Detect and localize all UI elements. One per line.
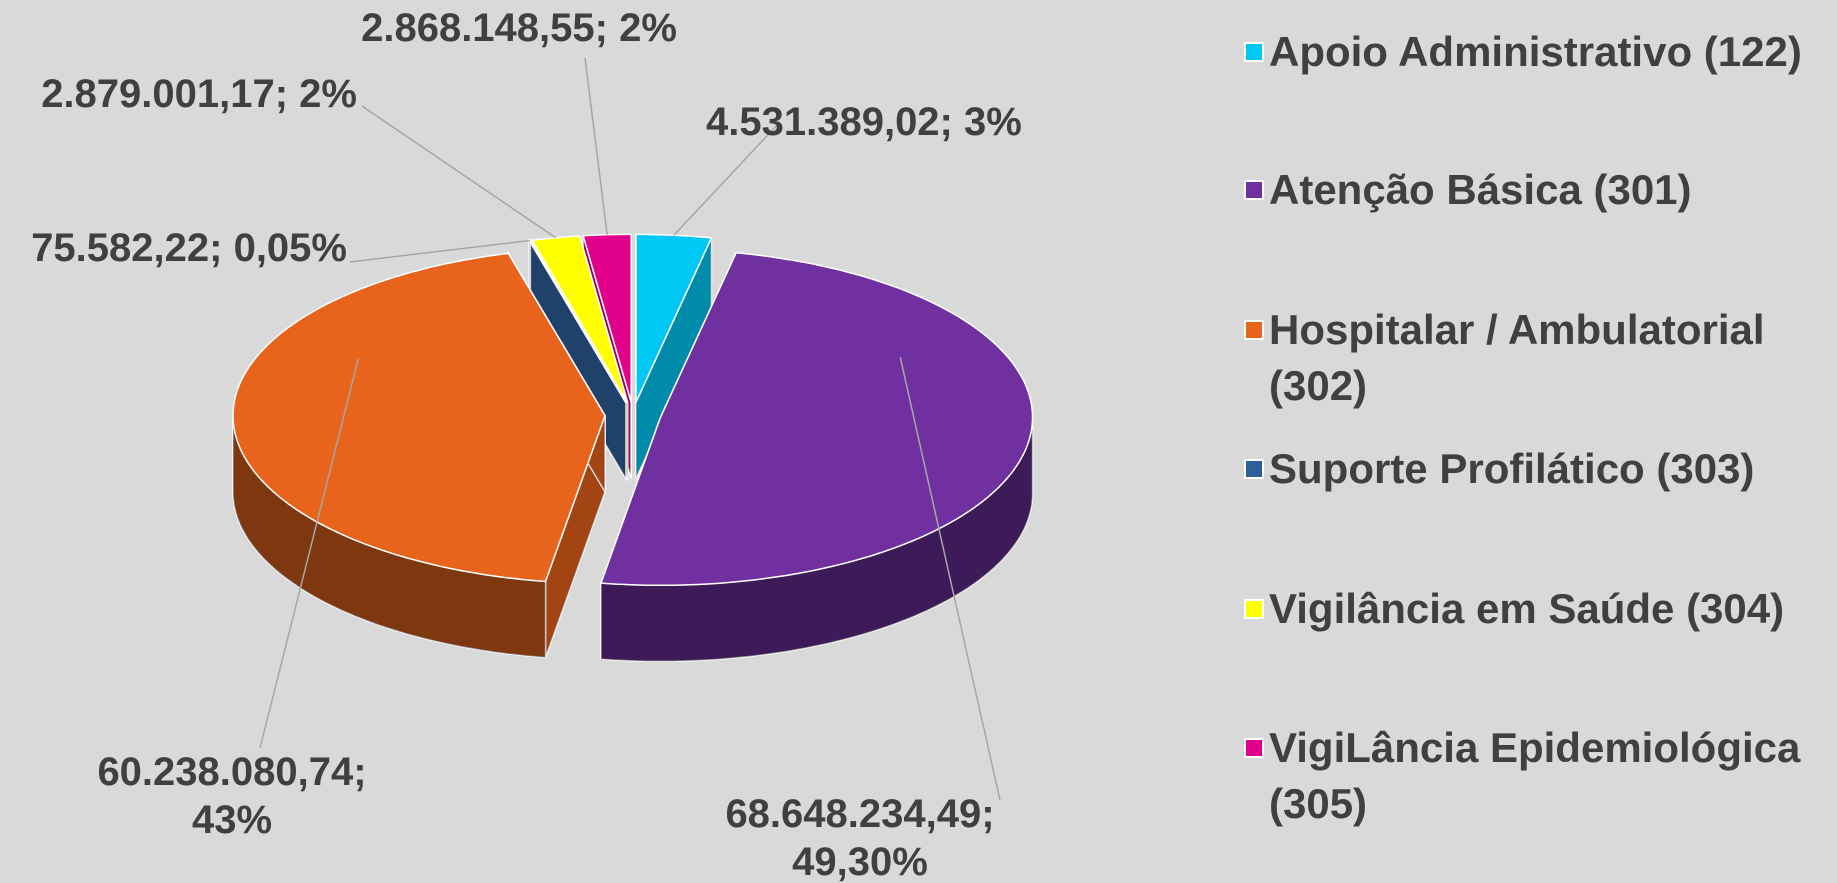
legend-swatch <box>1244 599 1264 619</box>
legend-item: Suporte Profilático (303) <box>1244 441 1834 497</box>
legend-label: VigiLância Epidemiológica (305) <box>1269 724 1801 827</box>
leader-line <box>673 121 781 236</box>
data-label: 2.868.148,55; 2% <box>361 6 677 50</box>
slice-top <box>527 239 627 404</box>
slice-cut-shade <box>635 237 712 479</box>
legend-swatch <box>1244 738 1264 758</box>
slice <box>232 250 606 659</box>
legend-label: Atenção Básica (301) <box>1269 166 1692 213</box>
legend-label: Suporte Profilático (303) <box>1269 445 1755 492</box>
data-label: 75.582,22; 0,05% <box>31 226 347 270</box>
leader-line <box>361 105 557 239</box>
slice-side-shade <box>233 415 546 658</box>
leader-line <box>899 357 1001 801</box>
legend-label: Apoio Administrativo (122) <box>1269 28 1802 75</box>
legend-swatch <box>1244 42 1264 62</box>
legend-swatch <box>1244 459 1264 479</box>
legend-item: VigiLância Epidemiológica (305) <box>1244 720 1834 832</box>
legend-item: Vigilância em Saúde (304) <box>1244 581 1834 637</box>
legend-label: Hospitalar / Ambulatorial (302) <box>1269 306 1765 409</box>
data-label: 2.879.001,17; 2% <box>41 72 357 116</box>
slice-cut-shade <box>545 415 605 658</box>
legend-item: Hospitalar / Ambulatorial (302) <box>1244 302 1834 414</box>
legend-item: Apoio Administrativo (122) <box>1244 24 1834 80</box>
legend-swatch <box>1244 320 1264 340</box>
slice-side-shade <box>601 417 1033 662</box>
slice-top <box>232 252 606 583</box>
leader-line <box>259 358 360 749</box>
slice <box>599 252 1034 663</box>
data-label: 60.238.080,74; 43% <box>97 750 367 842</box>
legend-label: Vigilância em Saúde (304) <box>1269 585 1785 632</box>
data-label: 4.531.389,02; 3% <box>706 100 1022 144</box>
legend-item: Atenção Básica (301) <box>1244 162 1834 218</box>
legend-swatch <box>1244 180 1264 200</box>
leader-line <box>349 239 530 263</box>
leader-line <box>584 57 608 235</box>
slice-top <box>599 252 1034 587</box>
slice <box>635 233 713 479</box>
slice-top <box>530 235 629 403</box>
data-label: 68.648.234,49; 49,30% <box>725 792 995 883</box>
